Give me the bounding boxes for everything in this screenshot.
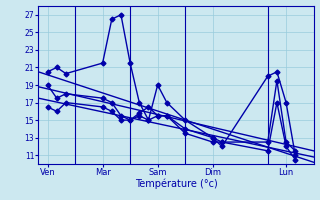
X-axis label: Température (°c): Température (°c) [135,179,217,189]
